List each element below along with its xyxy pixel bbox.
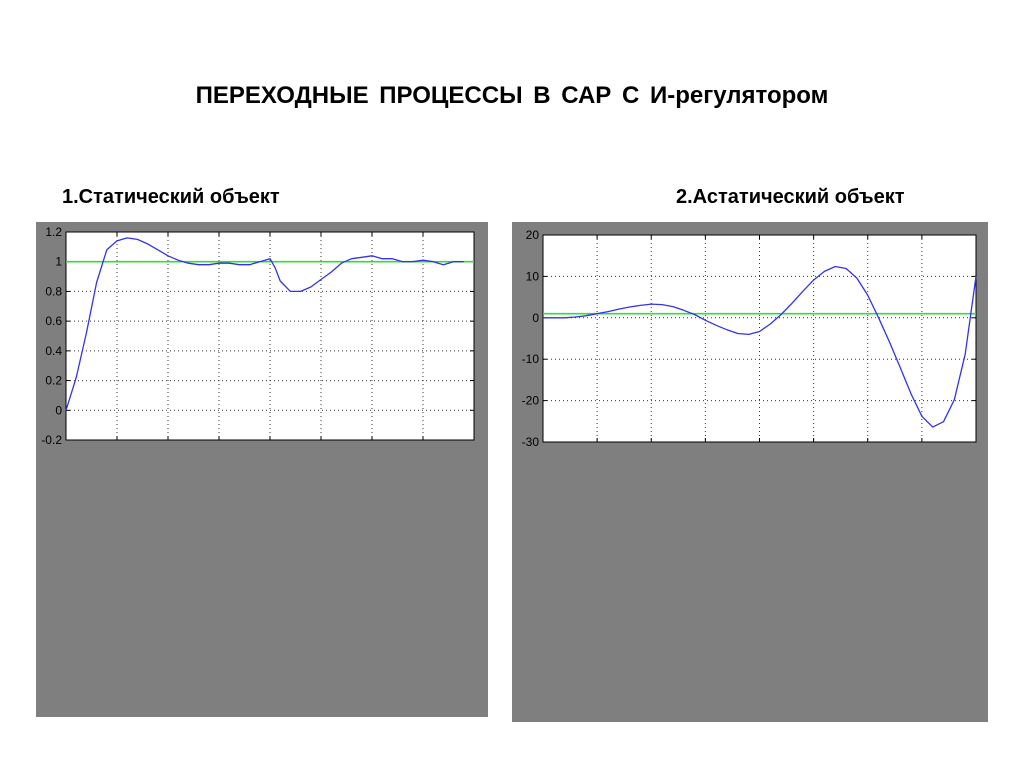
astatic-control-plot: -10-505101520250510152025303540 [512,222,988,462]
y-tick-label: -10 [522,352,540,366]
y-tick-label: -20 [522,394,540,408]
astatic-output-plot: -30 -20 -10 0 10 20 [522,228,977,449]
y-tick-label: 1 [55,255,62,269]
response-curve [65,237,464,411]
right-section-title: 2.Астатический объект [676,186,905,208]
y-tick-label: 0 [532,311,539,325]
right-figure-panel: -30 -20 -10 0 10 20 -10-505101520250510152025… [512,222,988,722]
y-tick-label: 0 [55,403,62,417]
y-tick-label: 1.2 [45,225,62,239]
y-tick-label: 0.4 [45,344,62,358]
left-section-title: 1.Статический объект [62,186,280,208]
left-figure-panel: -0.200.20.40.60.811.2 00.511.50510152025… [36,222,488,717]
y-tick-label: 0.2 [45,374,62,388]
y-tick-label: -0.2 [41,433,62,447]
y-tick-label: 0.6 [45,314,62,328]
slide-title: ПЕРЕХОДНЫЕ ПРОЦЕССЫ В САР С И-регуляторо… [195,82,829,109]
y-tick-label: 10 [526,269,540,283]
y-tick-label: -30 [522,435,540,449]
response-curve [543,265,977,428]
y-tick-label: 0.8 [45,284,62,298]
static-output-plot: -0.2 0 0.2 0.4 0.6 0.8 1 1.2 [41,225,475,447]
static-control-plot: 00.511.50510152025303540 [36,222,488,458]
y-tick-label: 20 [526,228,540,242]
